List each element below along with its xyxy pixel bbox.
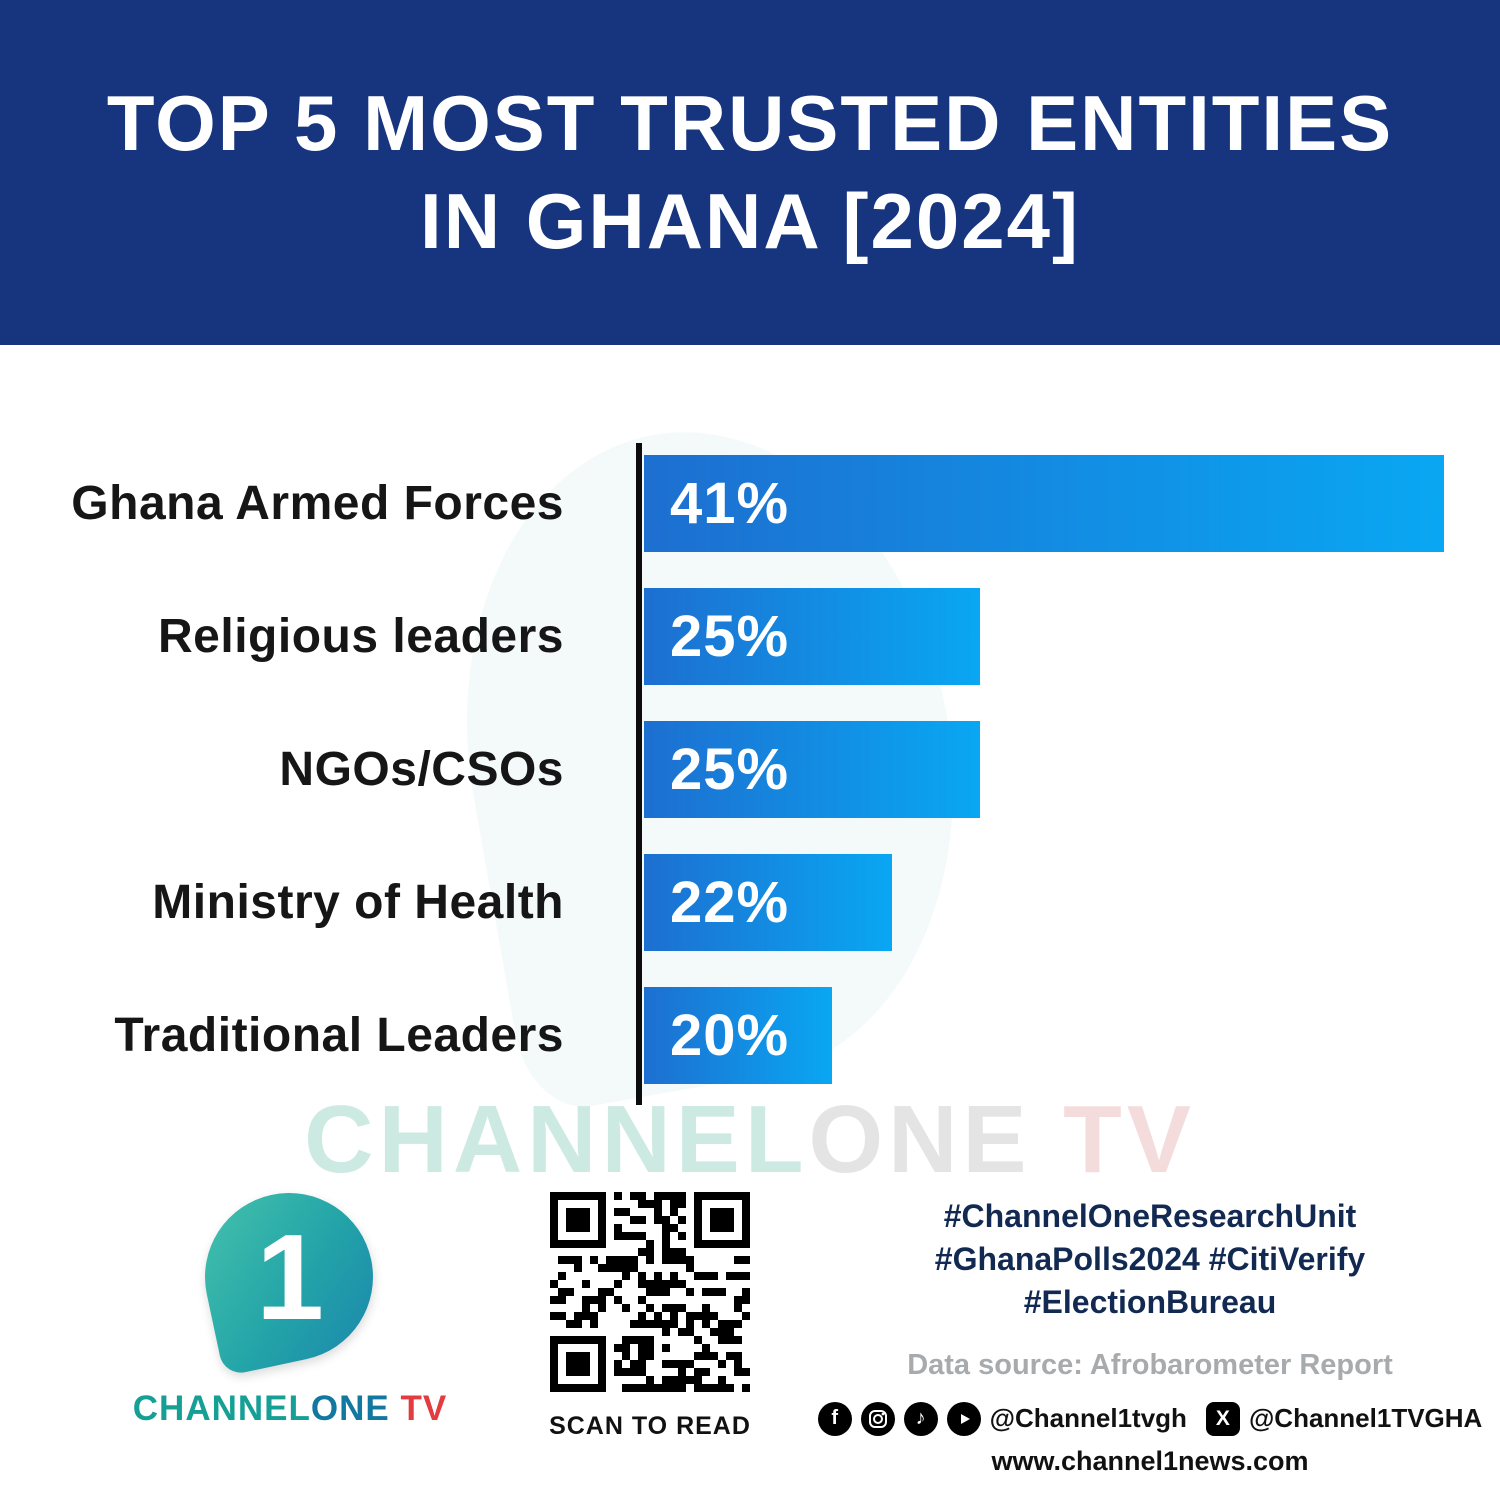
bar-chart: Ghana Armed Forces 41% Religious leaders… (0, 443, 1500, 1120)
bar: 25% (644, 721, 980, 818)
page-title-line2: IN GHANA [2024] (420, 176, 1080, 265)
brand-wordmark: CHANNELONE TV (132, 1389, 448, 1428)
category-label: Religious leaders (158, 610, 564, 663)
instagram-icon (860, 1401, 895, 1436)
bar-row: Ghana Armed Forces 41% (0, 455, 1500, 552)
facebook-icon: f (817, 1401, 852, 1436)
footer-info: #ChannelOneResearchUnit #GhanaPolls2024 … (817, 1195, 1482, 1477)
watermark-channel: CHANNEL (304, 1086, 809, 1193)
category-label: Ministry of Health (152, 876, 564, 929)
footer: 1 CHANNELONE TV SCAN TO READ #ChannelOne… (0, 1177, 1500, 1500)
social-handle-primary: @Channel1tvgh (989, 1403, 1187, 1434)
social-row: f ♪ @Channel1tvgh X @Channel1TVGHA (817, 1401, 1482, 1436)
data-source: Data source: Afrobarometer Report (907, 1348, 1393, 1381)
qr-code (548, 1190, 752, 1394)
hashtags-line1: #ChannelOneResearchUnit (943, 1198, 1357, 1234)
bar-value-label: 22% (670, 870, 790, 935)
logo-number: 1 (256, 1209, 324, 1345)
bar-value-label: 20% (670, 1003, 790, 1068)
hashtags-line3: #ElectionBureau (1023, 1284, 1277, 1321)
social-handle-x: @Channel1TVGHA (1248, 1403, 1483, 1434)
y-axis-line (636, 443, 642, 1105)
bar-row: Ministry of Health 22% (0, 854, 1500, 951)
channel-one-logo: 1 CHANNELONE TV (120, 1177, 460, 1429)
bar: 41% (644, 455, 1444, 552)
bar-row: NGOs/CSOs 25% (0, 721, 1500, 818)
bar-row: Religious leaders 25% (0, 588, 1500, 685)
bar: 22% (644, 854, 892, 951)
qr-caption: SCAN TO READ (549, 1412, 751, 1440)
category-label: Traditional Leaders (114, 1009, 564, 1062)
website-url: www.channel1news.com (991, 1445, 1309, 1476)
bar-value-label: 25% (670, 604, 790, 669)
watermark-one: ONE (808, 1086, 1032, 1193)
page-title-line1: TOP 5 MOST TRUSTED ENTITIES (106, 79, 1394, 167)
tiktok-icon: ♪ (903, 1401, 938, 1436)
bar-value-label: 41% (670, 471, 790, 536)
bar: 25% (644, 588, 980, 685)
logo-pick-icon: 1 (189, 1177, 389, 1377)
bar-row: Traditional Leaders 20% (0, 987, 1500, 1084)
brand-text-watermark: CHANNELONE TV (0, 1085, 1500, 1195)
x-twitter-icon: X (1205, 1401, 1240, 1436)
category-label: Ghana Armed Forces (71, 477, 564, 530)
watermark-tv: TV (1031, 1086, 1196, 1193)
bar-value-label: 25% (670, 737, 790, 802)
hashtags-line2: #GhanaPolls2024 #CitiVerify (934, 1241, 1366, 1278)
qr-block: SCAN TO READ (535, 1190, 765, 1441)
category-label: NGOs/CSOs (279, 743, 564, 796)
bar: 20% (644, 987, 832, 1084)
header-banner: TOP 5 MOST TRUSTED ENTITIES IN GHANA [20… (0, 0, 1500, 345)
youtube-icon (946, 1401, 981, 1436)
